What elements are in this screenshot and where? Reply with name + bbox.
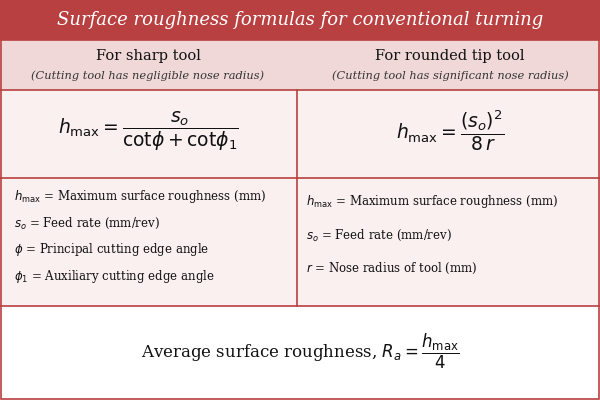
Bar — [0, 306, 600, 400]
Text: For rounded tip tool: For rounded tip tool — [375, 49, 525, 63]
Text: $h_{\mathrm{max}}$ = Maximum surface roughness (mm): $h_{\mathrm{max}}$ = Maximum surface rou… — [14, 188, 266, 205]
Text: $r$ = Nose radius of tool (mm): $r$ = Nose radius of tool (mm) — [306, 262, 478, 276]
Bar — [0, 40, 600, 90]
Bar — [0, 0, 600, 40]
Text: $\phi$ = Principal cutting edge angle: $\phi$ = Principal cutting edge angle — [14, 242, 209, 258]
Text: For sharp tool: For sharp tool — [95, 49, 200, 63]
Bar — [0, 178, 600, 306]
Text: Average surface roughness, $R_a = \dfrac{h_{\mathrm{max}}}{4}$: Average surface roughness, $R_a = \dfrac… — [140, 331, 460, 371]
Text: $\phi_1$ = Auxiliary cutting edge angle: $\phi_1$ = Auxiliary cutting edge angle — [14, 268, 215, 285]
Text: (Cutting tool has significant nose radius): (Cutting tool has significant nose radiu… — [332, 71, 568, 81]
Text: $s_o$ = Feed rate (mm/rev): $s_o$ = Feed rate (mm/rev) — [14, 216, 160, 231]
Text: (Cutting tool has negligible nose radius): (Cutting tool has negligible nose radius… — [31, 71, 265, 81]
Text: $s_o$ = Feed rate (mm/rev): $s_o$ = Feed rate (mm/rev) — [306, 228, 452, 243]
Text: $h_{\mathrm{max}}$ = Maximum surface roughness (mm): $h_{\mathrm{max}}$ = Maximum surface rou… — [306, 193, 558, 210]
Text: Surface roughness formulas for conventional turning: Surface roughness formulas for conventio… — [57, 11, 543, 29]
Text: $h_{\mathrm{max}} = \dfrac{s_o}{\mathrm{cot}\phi + \mathrm{cot}\phi_1}$: $h_{\mathrm{max}} = \dfrac{s_o}{\mathrm{… — [58, 110, 238, 152]
Text: $h_{\mathrm{max}} = \dfrac{(s_o)^2}{8\,r}$: $h_{\mathrm{max}} = \dfrac{(s_o)^2}{8\,r… — [396, 109, 504, 153]
Bar — [0, 90, 600, 178]
